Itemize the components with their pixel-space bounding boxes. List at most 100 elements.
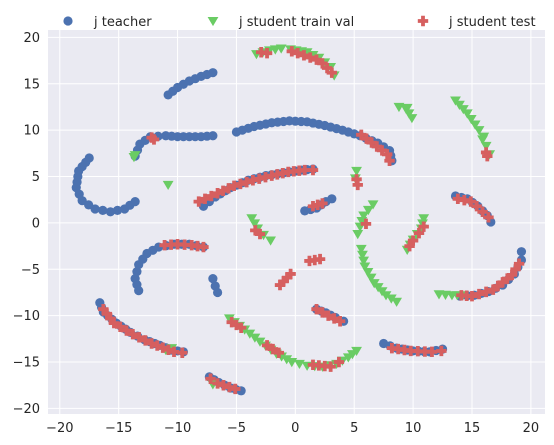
j-student-test-point xyxy=(311,303,322,315)
x-tick-label: 15 xyxy=(464,421,481,436)
j-student-test-point xyxy=(477,206,488,217)
j-student-test-point xyxy=(376,145,388,156)
j-student-test-point xyxy=(317,198,328,209)
y-tick-label: 0 xyxy=(32,216,40,231)
j-student-test-point xyxy=(309,254,320,266)
j-student-test-point xyxy=(325,361,336,372)
j-student-test-point xyxy=(121,325,132,336)
legend-marker-j-student-train-val xyxy=(207,16,219,27)
j-student-train-val-point xyxy=(275,44,287,54)
j-student-test-point xyxy=(459,195,470,206)
j-student-train-val-point xyxy=(461,109,473,119)
j-student-test-point xyxy=(247,175,259,186)
j-teacher-point xyxy=(112,205,123,216)
j-student-train-val-point xyxy=(480,141,492,152)
j-student-train-val-point xyxy=(244,329,256,339)
j-student-test-point xyxy=(326,67,338,78)
j-student-test-point xyxy=(436,345,447,357)
j-student-test-point xyxy=(419,346,431,357)
j-student-test-point xyxy=(285,268,296,280)
j-student-test-point xyxy=(412,346,424,357)
j-student-train-val-point xyxy=(385,294,397,304)
legend-label-j-student-test: j student test xyxy=(448,15,536,30)
y-tick-label: −20 xyxy=(13,402,40,417)
j-teacher-point xyxy=(105,207,116,217)
j-student-test-point xyxy=(101,308,113,320)
j-student-test-point xyxy=(305,52,316,63)
j-student-test-point xyxy=(133,332,145,343)
j-student-test-point xyxy=(267,343,279,355)
j-student-train-val-point xyxy=(365,273,377,283)
j-student-test-point xyxy=(217,185,229,196)
j-student-train-val-point xyxy=(351,166,362,177)
j-student-test-point xyxy=(179,239,190,250)
j-student-test-point xyxy=(115,321,126,333)
j-student-train-val-point xyxy=(469,120,481,130)
j-student-test-point xyxy=(321,62,333,74)
j-teacher-point xyxy=(327,194,337,204)
j-student-train-val-point xyxy=(223,314,235,324)
j-student-train-val-point xyxy=(403,109,415,119)
j-student-train-val-point xyxy=(473,126,485,136)
j-student-test-point xyxy=(314,253,326,265)
j-student-test-point xyxy=(497,277,508,288)
j-student-test-point xyxy=(361,133,372,144)
j-student-test-point xyxy=(261,47,273,59)
j-student-test-point xyxy=(480,286,492,298)
y-tick-label: 15 xyxy=(23,77,40,92)
j-student-test-point xyxy=(352,179,363,191)
j-student-test-point xyxy=(506,269,518,281)
grid-lines xyxy=(48,30,545,414)
legend: j teacher j student train val j student te… xyxy=(63,15,536,30)
j-student-test-point xyxy=(456,290,467,301)
j-student-test-point xyxy=(254,228,266,240)
j-student-train-val-point xyxy=(129,151,141,161)
x-tick-label: 20 xyxy=(523,421,540,436)
j-student-test-point xyxy=(198,241,209,253)
j-student-train-val-point xyxy=(406,114,418,124)
j-student-test-point xyxy=(473,288,485,300)
y-tick-label: −5 xyxy=(21,263,40,278)
j-student-test-point xyxy=(255,47,267,58)
j-student-test-point xyxy=(392,343,404,355)
j-student-test-point xyxy=(404,240,415,252)
j-student-train-val-point xyxy=(359,262,371,272)
j-teacher-point xyxy=(516,247,527,257)
j-student-test-point xyxy=(413,227,425,239)
j-student-test-point xyxy=(212,378,223,389)
x-tick-label: −15 xyxy=(105,421,132,436)
j-student-test-point xyxy=(307,359,319,371)
j-student-test-point xyxy=(482,150,493,162)
j-student-train-val-point xyxy=(351,346,362,357)
j-student-test-point xyxy=(366,137,377,148)
j-teacher-point xyxy=(90,204,100,214)
j-student-train-val-point xyxy=(265,236,276,246)
j-student-test-point xyxy=(294,165,305,176)
j-teacher-point xyxy=(208,131,218,141)
j-student-train-val-point xyxy=(281,355,293,365)
j-student-test-point xyxy=(317,307,328,318)
j-student-test-point xyxy=(513,258,525,269)
j-student-test-point xyxy=(165,239,177,250)
j-student-test-point xyxy=(192,240,203,252)
y-tick-label: 5 xyxy=(32,170,40,185)
j-student-test-point xyxy=(483,212,494,223)
j-student-test-point xyxy=(278,276,289,287)
j-student-test-point xyxy=(381,149,393,160)
j-student-test-point xyxy=(277,167,288,179)
j-student-train-val-point xyxy=(162,180,174,191)
j-student-train-val-point xyxy=(254,337,266,347)
j-student-test-point xyxy=(311,54,322,65)
j-student-test-point xyxy=(272,169,283,180)
j-student-train-val-point xyxy=(367,200,379,210)
j-student-test-point xyxy=(407,235,419,246)
j-student-test-point xyxy=(105,313,116,324)
j-student-test-point xyxy=(292,47,303,59)
j-student-test-point xyxy=(360,218,372,230)
j-student-train-val-point xyxy=(418,214,430,224)
j-student-test-point xyxy=(313,360,325,371)
j-teacher-point xyxy=(208,68,218,78)
j-student-test-point xyxy=(241,176,252,188)
j-student-test-point xyxy=(466,291,478,302)
j-student-train-val-point xyxy=(355,244,367,255)
